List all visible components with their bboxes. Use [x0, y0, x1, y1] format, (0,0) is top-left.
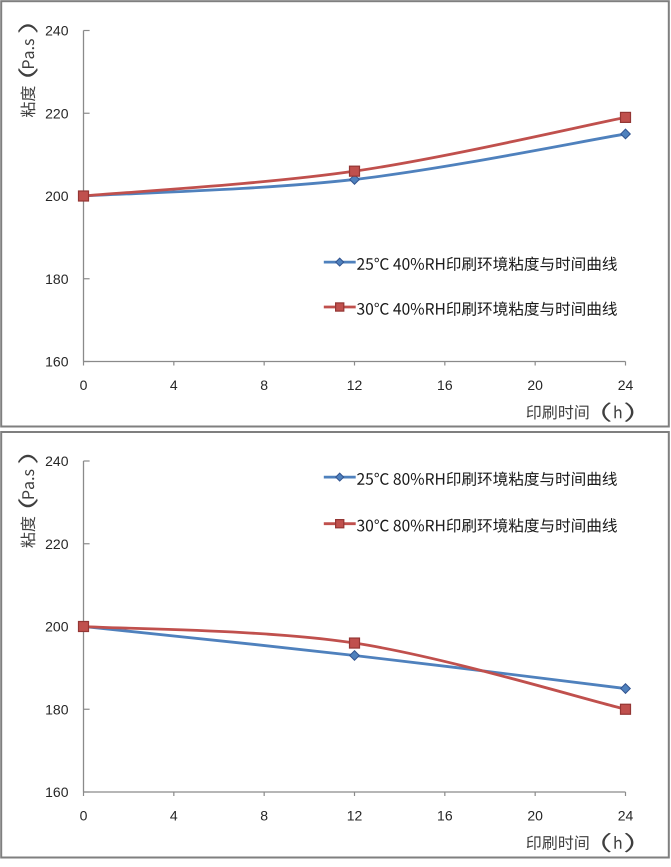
svg-text:200: 200	[45, 619, 69, 635]
svg-text:220: 220	[45, 536, 69, 552]
svg-text:12: 12	[347, 377, 363, 393]
svg-text:8: 8	[260, 377, 268, 393]
svg-text:24: 24	[618, 807, 634, 823]
svg-text:240: 240	[45, 23, 69, 39]
svg-text:4: 4	[170, 377, 178, 393]
svg-text:160: 160	[45, 354, 69, 370]
svg-text:16: 16	[437, 807, 453, 823]
svg-text:20: 20	[527, 377, 543, 393]
svg-text:180: 180	[45, 701, 69, 717]
svg-text:160: 160	[45, 784, 69, 800]
svg-text:180: 180	[45, 271, 69, 287]
svg-text:240: 240	[45, 453, 69, 469]
svg-text:24: 24	[618, 377, 634, 393]
svg-text:0: 0	[80, 807, 88, 823]
svg-text:220: 220	[45, 105, 69, 121]
svg-text:20: 20	[527, 807, 543, 823]
svg-text:200: 200	[45, 188, 69, 204]
svg-text:8: 8	[260, 807, 268, 823]
svg-text:12: 12	[347, 807, 363, 823]
svg-text:0: 0	[80, 377, 88, 393]
svg-text:16: 16	[437, 377, 453, 393]
svg-text:4: 4	[170, 807, 178, 823]
